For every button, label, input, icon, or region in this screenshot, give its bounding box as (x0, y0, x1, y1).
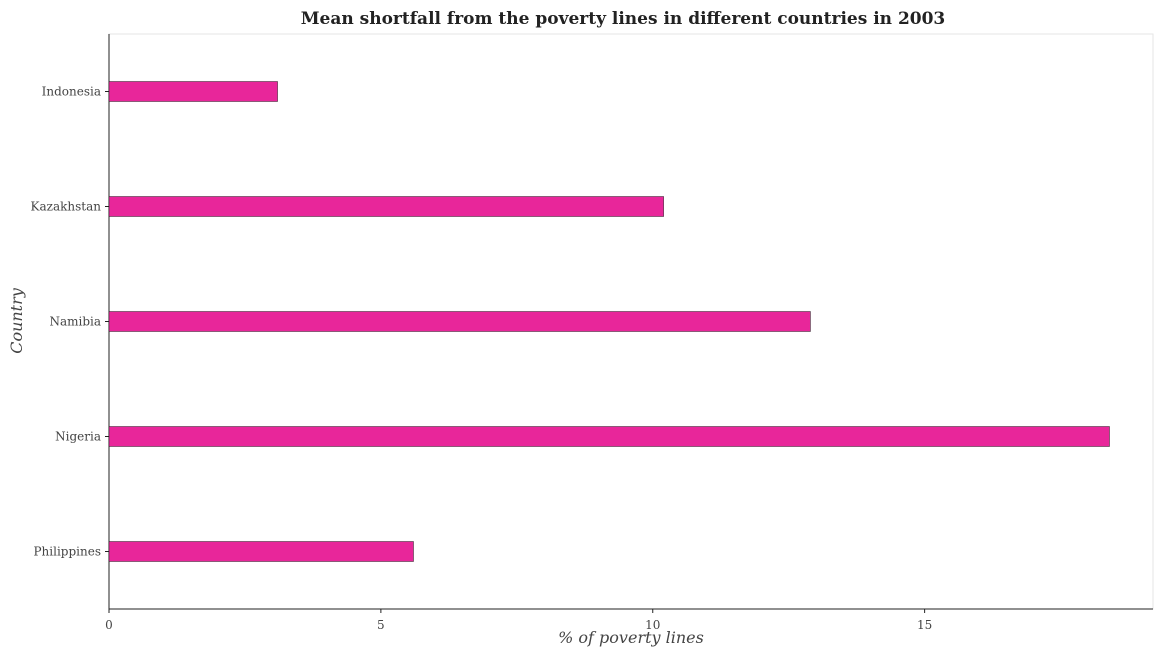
y-tick-label: Nigeria (55, 430, 101, 444)
plot-area: Indonesia Kazakhstan Namibia Nigeria Philipp… (31, 33, 1154, 632)
y-tick-label: Kazakhstan (31, 200, 102, 214)
bars (108, 81, 1110, 562)
y-axis-label: Country (7, 287, 26, 354)
y-tick-label: Philippines (33, 545, 101, 559)
y-tick-label: Namibia (49, 315, 101, 329)
bar-nigeria (108, 426, 1110, 447)
bar-namibia (108, 311, 811, 332)
x-ticks: 0 5 10 15 (105, 609, 932, 632)
y-tick-label: Indonesia (42, 85, 101, 99)
x-tick-label: 10 (645, 618, 660, 632)
x-tick-label: 15 (917, 618, 932, 632)
bar-kazakhstan (108, 196, 664, 217)
y-ticks: Indonesia Kazakhstan Namibia Nigeria Philipp… (31, 85, 109, 559)
x-tick-label: 0 (105, 618, 113, 632)
x-tick-label: 5 (377, 618, 385, 632)
bar-indonesia (108, 81, 278, 102)
x-axis-label: % of poverty lines (558, 628, 704, 647)
bar-philippines (108, 541, 414, 562)
chart-title: Mean shortfall from the poverty lines in… (301, 9, 946, 29)
